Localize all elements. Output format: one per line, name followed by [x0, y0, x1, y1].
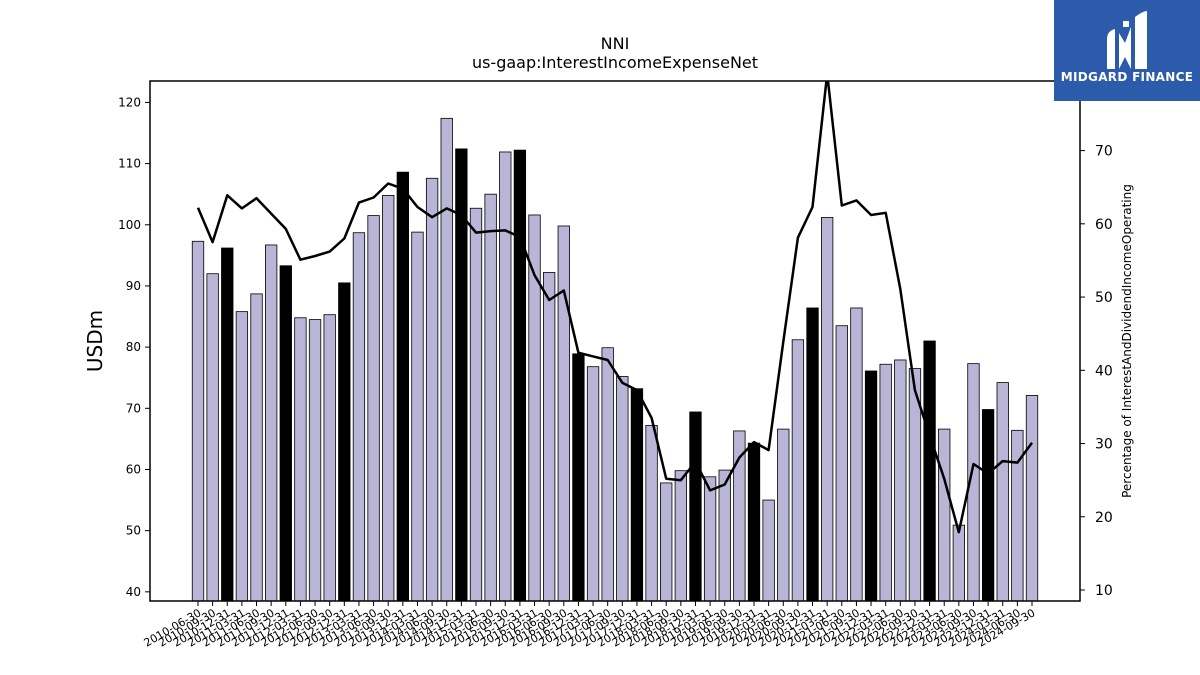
plot-frame [149, 80, 1081, 602]
y-axis-label: USDm [83, 310, 107, 372]
bar [191, 240, 205, 602]
y-tick-label: 90 [126, 279, 141, 293]
bar [352, 232, 366, 602]
y2-tick-label: 10 [1095, 583, 1113, 599]
bar [499, 151, 512, 602]
bar [923, 340, 936, 602]
bar [557, 225, 570, 602]
y-tick-label: 60 [126, 462, 141, 476]
line-series [196, 81, 1034, 534]
bar [879, 363, 892, 602]
bar [864, 370, 878, 602]
bar [1025, 395, 1039, 602]
bar [279, 265, 292, 602]
bar [484, 193, 497, 602]
bar [996, 382, 1009, 602]
bar [645, 425, 658, 602]
bar [938, 428, 951, 602]
y-tick-label: 80 [126, 340, 141, 354]
bar [806, 307, 819, 602]
bar [221, 247, 234, 602]
bar [396, 171, 409, 602]
bar [689, 411, 702, 602]
bar [777, 428, 790, 602]
bar [382, 194, 395, 602]
bar [411, 231, 424, 602]
bar [308, 319, 322, 602]
y2-tick-label: 70 [1095, 144, 1113, 160]
logo-text: MIDGARD FINANCE [1060, 70, 1194, 84]
logo-mark-icon [1107, 11, 1147, 69]
bar [660, 482, 673, 602]
bar [294, 317, 307, 602]
bar [952, 524, 965, 602]
bar [850, 307, 863, 602]
bar [894, 359, 907, 602]
bar [235, 311, 249, 602]
bar [981, 409, 995, 602]
bar [338, 282, 351, 602]
y-tick-label: 120 [118, 95, 141, 109]
bar [703, 476, 717, 602]
y2-axis-label: Percentage of InterestAndDividendIncomeO… [1120, 184, 1134, 498]
bar [323, 314, 336, 602]
bar [835, 325, 848, 602]
y2-tick-label: 50 [1095, 290, 1113, 306]
bar [469, 207, 483, 602]
bar [513, 149, 527, 602]
bar [762, 499, 775, 602]
bar [440, 117, 453, 602]
bar [572, 353, 585, 602]
bars-group [191, 117, 1039, 602]
y2-tick-label: 40 [1095, 363, 1113, 379]
bar [425, 177, 439, 602]
y-tick-label: 40 [126, 585, 141, 599]
bar [265, 244, 278, 602]
bar [367, 215, 380, 602]
chart-title: NNI [601, 34, 630, 53]
y2-tick-label: 20 [1095, 510, 1113, 526]
bar [543, 272, 556, 602]
y-tick-label: 100 [118, 218, 141, 232]
bar [674, 470, 687, 602]
bar [747, 442, 761, 602]
chart-subtitle: us-gaap:InterestIncomeExpenseNet [472, 53, 758, 72]
y-tick-label: 50 [126, 524, 141, 538]
brand-logo: MIDGARD FINANCE [1054, 0, 1200, 101]
y2-tick-label: 60 [1095, 217, 1113, 233]
bar [718, 469, 731, 602]
line-group [196, 81, 1034, 534]
bar [586, 366, 600, 602]
bar [206, 273, 219, 602]
bar [616, 376, 629, 602]
bar [821, 217, 834, 602]
y-tick-label: 110 [118, 157, 141, 171]
y-tick-label: 70 [126, 401, 141, 415]
y2-tick-label: 30 [1095, 437, 1113, 453]
bar [630, 388, 644, 602]
bar [250, 293, 263, 602]
bar [791, 339, 805, 602]
bar [601, 347, 614, 602]
